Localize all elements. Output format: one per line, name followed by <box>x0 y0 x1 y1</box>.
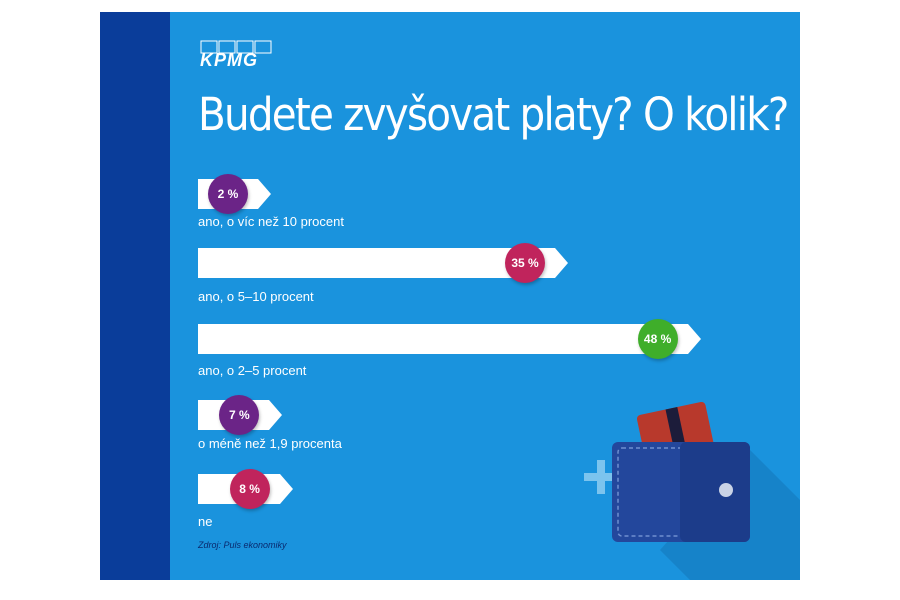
value-bubble: 7 % <box>219 395 260 435</box>
category-label: ano, o 2–5 procent <box>198 363 307 378</box>
side-stripe <box>100 12 170 580</box>
kpmg-logo: KPMG <box>200 40 272 70</box>
value-bubble: 48 % <box>637 319 678 359</box>
infographic-poster: KPMG Budete zvyšovat platy? O kolik? 2 %… <box>100 12 800 580</box>
category-label: ne <box>198 514 213 529</box>
plus-icon <box>584 460 618 494</box>
bar-arrow-tip <box>687 324 701 354</box>
value-bubble: 35 % <box>505 243 545 283</box>
value-bubble: 8 % <box>229 469 270 509</box>
bar-arrow-tip <box>258 179 271 209</box>
category-label: ano, o víc než 10 procent <box>198 214 344 229</box>
category-label: o méně než 1,9 procenta <box>198 436 342 451</box>
bar-arrow-tip <box>555 248 568 278</box>
value-bubble: 2 % <box>208 174 248 214</box>
source-note: Zdroj: Puls ekonomiky <box>198 540 287 550</box>
bar <box>198 324 688 354</box>
bar-arrow-tip <box>279 474 293 504</box>
chart-title: Budete zvyšovat platy? O kolik? <box>198 88 789 141</box>
logo-boxes-icon <box>200 40 272 54</box>
logo-text: KPMG <box>200 50 258 70</box>
category-label: ano, o 5–10 procent <box>198 289 314 304</box>
bar-arrow-tip <box>269 400 283 430</box>
bar <box>198 248 555 278</box>
wallet-icon <box>612 401 800 580</box>
